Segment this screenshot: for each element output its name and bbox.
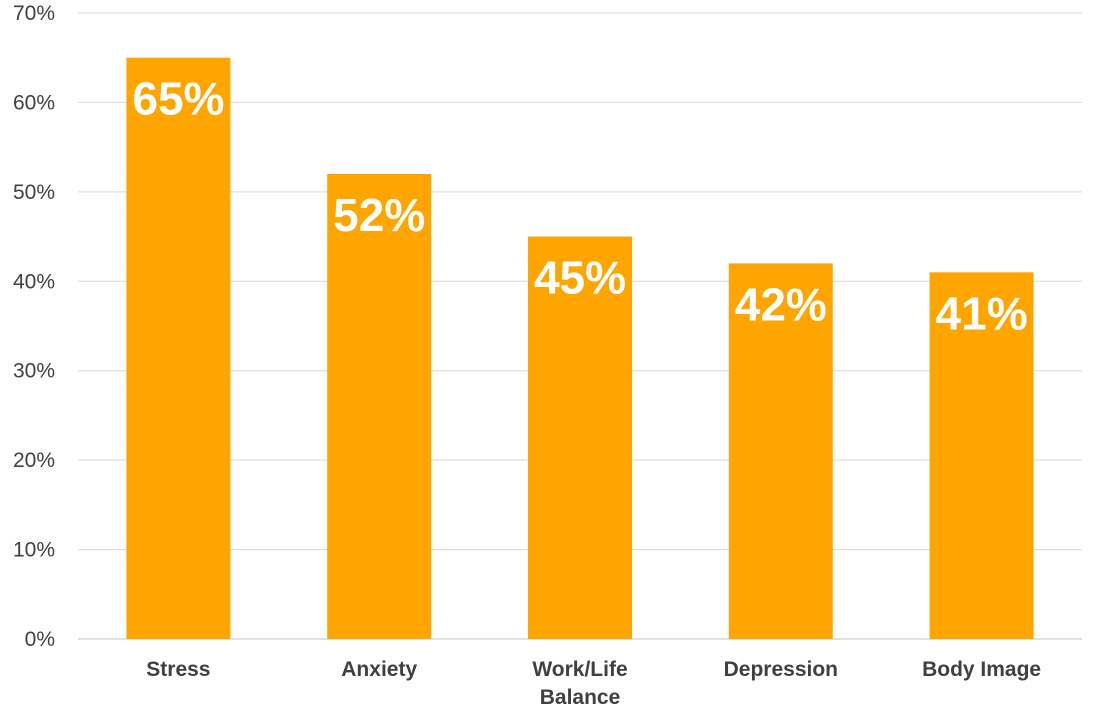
bar xyxy=(528,236,632,640)
y-tick-label: 30% xyxy=(13,360,55,383)
y-tick-label: 0% xyxy=(25,628,55,651)
x-tick-label-line: Stress xyxy=(146,658,210,681)
y-tick-label: 20% xyxy=(13,449,55,472)
data-label: 52% xyxy=(333,189,425,241)
y-tick-label: 70% xyxy=(13,2,55,25)
bars xyxy=(126,57,1034,640)
y-tick-label: 60% xyxy=(13,91,55,114)
y-tick-label: 50% xyxy=(13,181,55,204)
bar xyxy=(929,272,1034,639)
x-tick-label: Anxiety xyxy=(341,658,417,681)
x-tick-label-line: Work/Life xyxy=(532,658,627,681)
bar xyxy=(126,57,231,639)
x-tick-label-line: Body Image xyxy=(922,658,1041,681)
y-tick-label: 40% xyxy=(13,270,55,293)
y-axis-ticks: 0% 10% 20% 30% 40% 50% 60% 70% xyxy=(13,2,55,651)
x-tick-label-line: Balance xyxy=(540,686,621,709)
x-tick-label-line: Anxiety xyxy=(341,658,417,681)
x-tick-label-line: Depression xyxy=(724,658,838,681)
data-label: 42% xyxy=(735,278,827,330)
data-label: 45% xyxy=(534,252,626,304)
bar xyxy=(728,263,833,639)
x-axis-ticks: Stress Anxiety Work/Life Balance Depression B… xyxy=(146,658,1041,709)
y-tick-label: 10% xyxy=(13,539,55,562)
data-label: 65% xyxy=(132,73,224,125)
x-tick-label: Work/Life Balance xyxy=(532,658,627,709)
x-tick-label: Depression xyxy=(724,658,838,681)
x-tick-label: Body Image xyxy=(922,658,1041,681)
x-tick-label: Stress xyxy=(146,658,210,681)
bar xyxy=(327,173,432,639)
data-label: 41% xyxy=(936,287,1028,339)
data-labels: 65% 52% 45% 42% 41% xyxy=(132,73,1027,340)
